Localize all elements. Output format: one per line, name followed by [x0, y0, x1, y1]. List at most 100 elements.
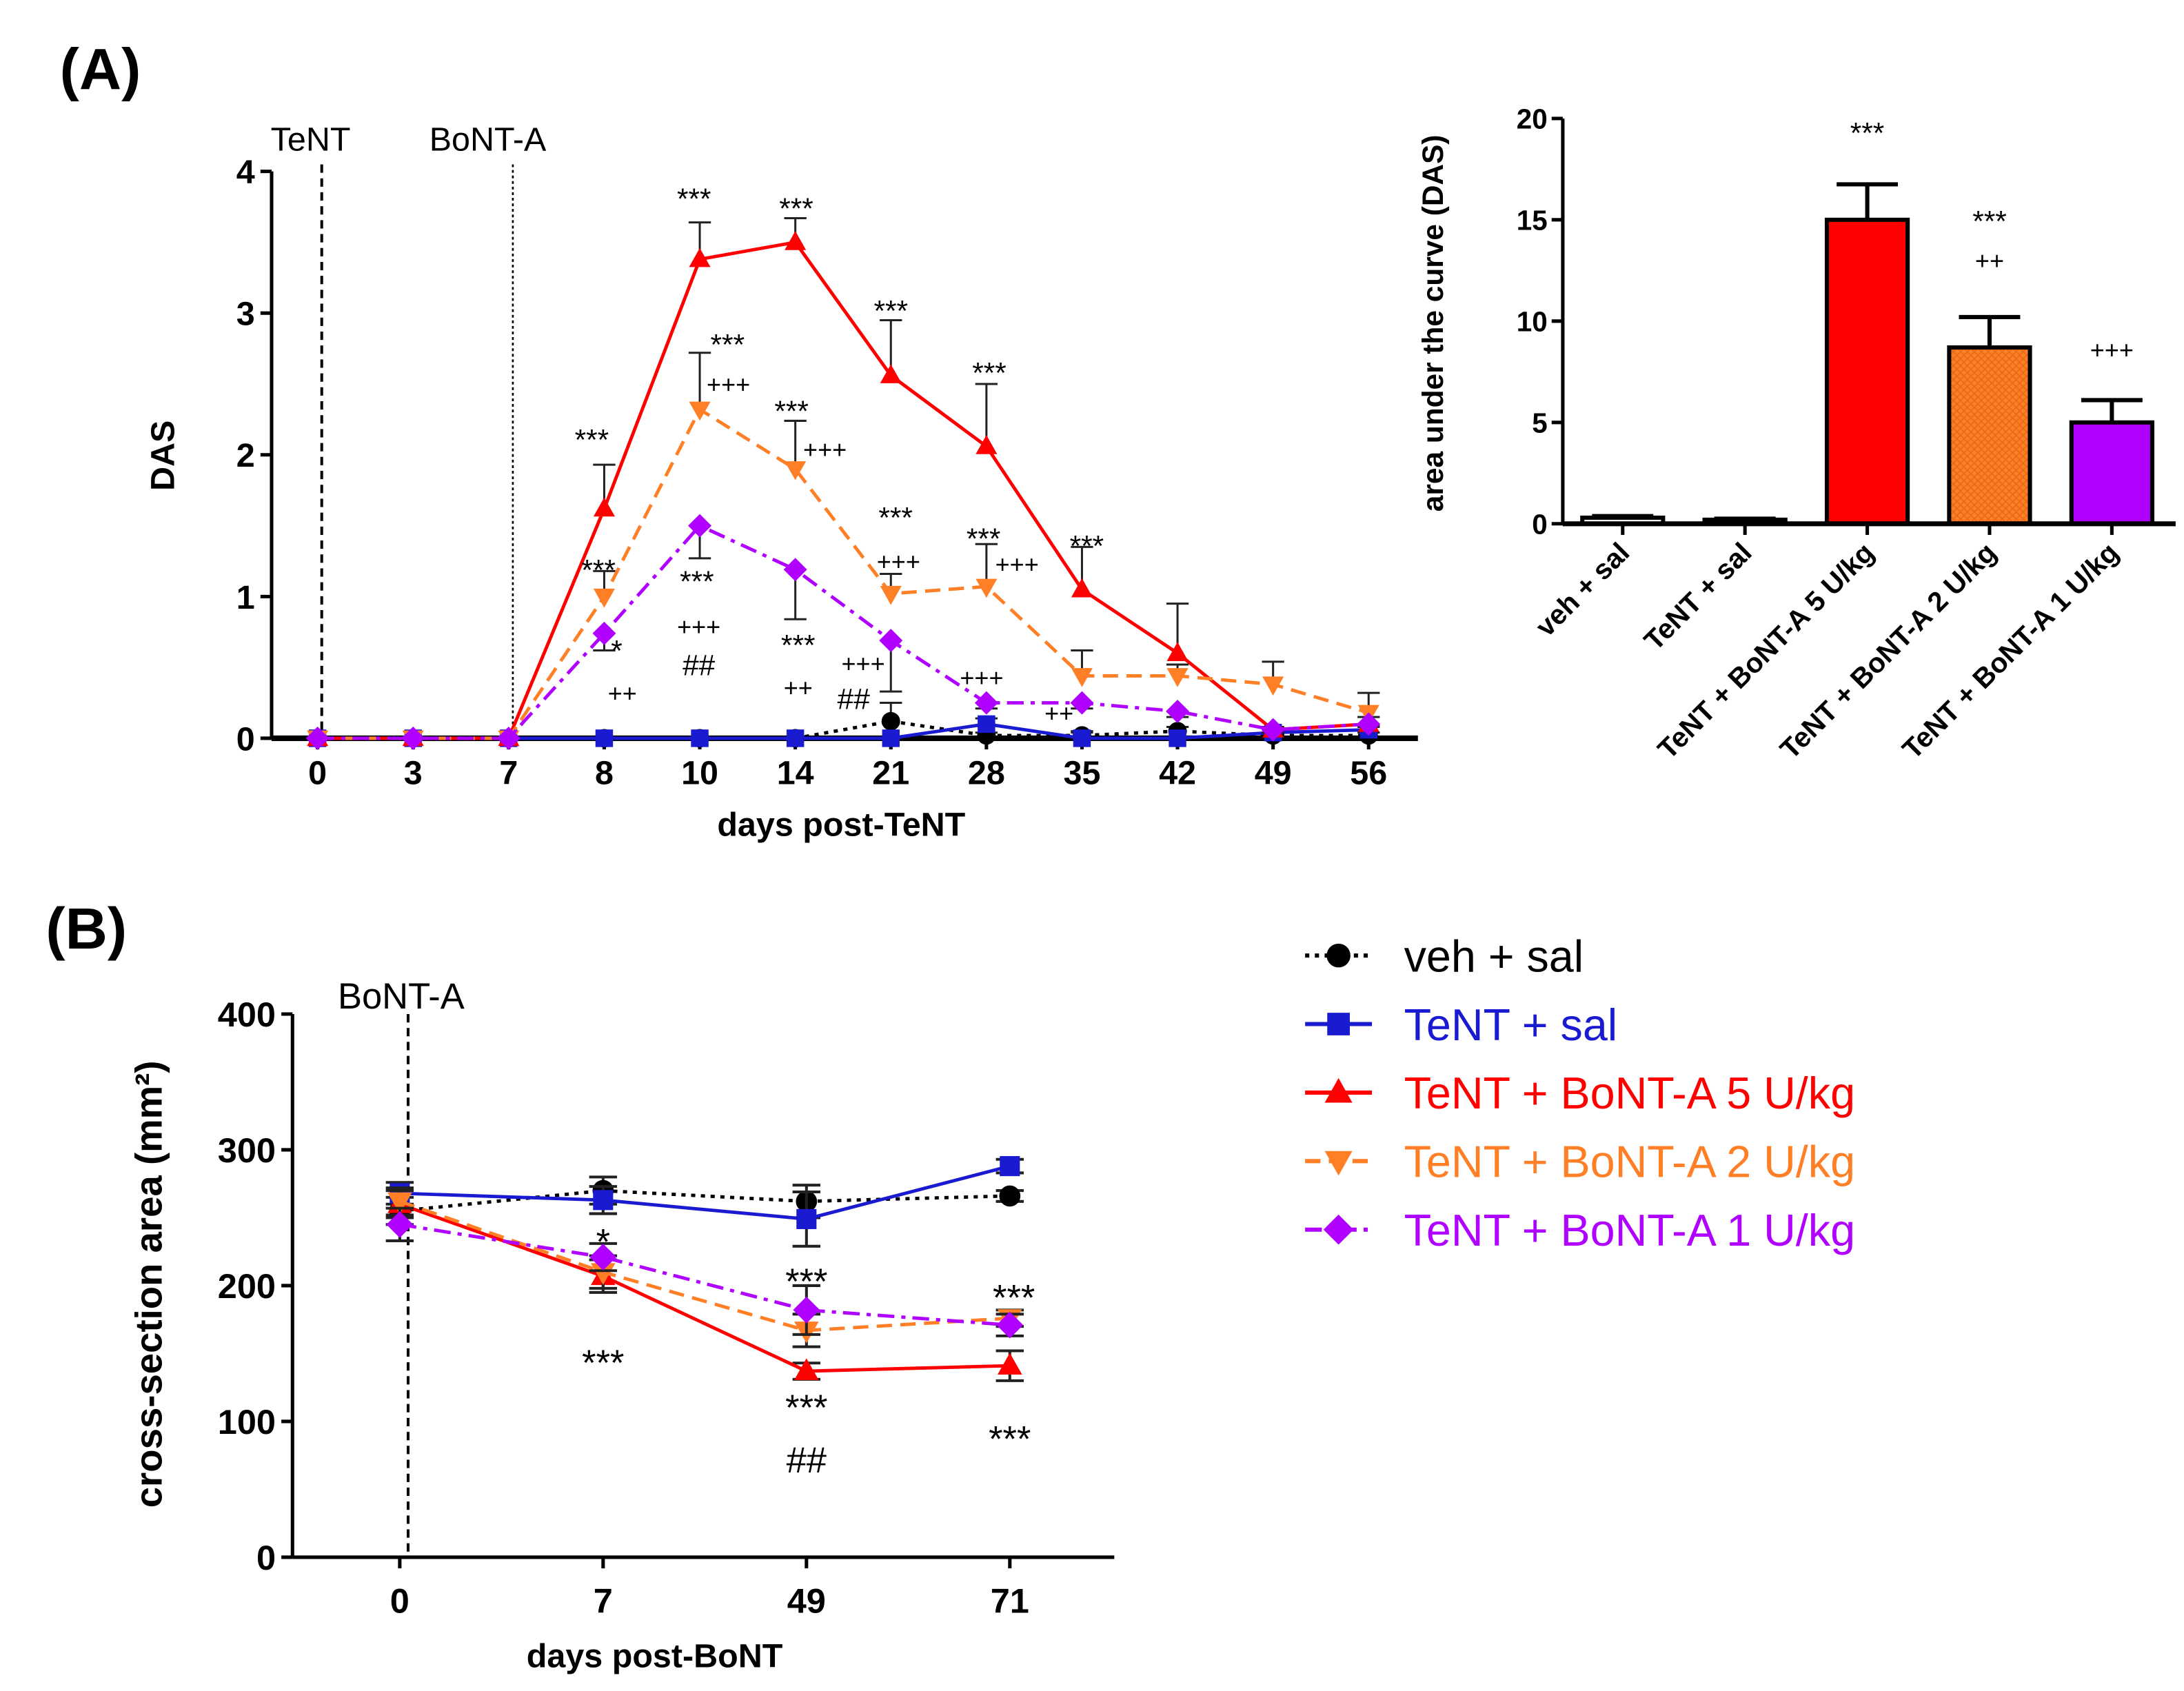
data-point	[593, 1190, 614, 1211]
significance-marker: +++	[841, 649, 884, 678]
y-tick-label: 10	[1517, 305, 1548, 337]
significance-marker: ***	[785, 1388, 827, 1428]
data-point	[1000, 1156, 1020, 1177]
y-axis-title: cross-section area (mm²)	[128, 1061, 170, 1508]
series-line	[317, 523, 1369, 740]
y-tick-label: 0	[1532, 508, 1547, 540]
data-point	[880, 364, 902, 383]
data-point	[691, 729, 709, 747]
data-point	[305, 726, 330, 750]
significance-marker: ***	[785, 1262, 827, 1302]
data-point	[591, 1263, 616, 1285]
significance-marker: +++	[2090, 336, 2134, 364]
x-tick-label: 7	[499, 755, 518, 792]
significance-marker: ***	[781, 629, 816, 661]
data-point	[688, 514, 712, 538]
data-point	[796, 1208, 817, 1229]
significance-marker: ++	[608, 679, 637, 707]
significance-marker: +++	[995, 550, 1039, 578]
x-tick-label: 3	[404, 755, 423, 792]
y-axis-title: area under the curve (DAS)	[1417, 134, 1449, 512]
das-time-course-chart: DAS days post-TeNT TeNT BoNT-A 0 1 2 3 4 0 3 7 8 10…	[145, 121, 1418, 843]
legend-label: TeNT + BoNT-A 1 U/kg	[1404, 1205, 1855, 1255]
panel-a-label: (A)	[60, 36, 141, 101]
x-tick-label: 10	[681, 755, 718, 792]
legend: veh + sal TeNT + sal TeNT + BoNT-A 5 U/kg T…	[1305, 931, 1855, 1255]
significance-marker: ***	[774, 395, 809, 427]
bar	[1824, 217, 1910, 526]
significance-marker: ***	[1972, 205, 2007, 237]
data-point	[595, 729, 614, 747]
legend-label: TeNT + sal	[1404, 1000, 1618, 1050]
x-axis-title: days post-TeNT	[717, 806, 965, 843]
significance-marker: *	[611, 635, 623, 667]
significance-marker: ***	[993, 1277, 1035, 1318]
data-point	[589, 1244, 617, 1270]
data-point	[882, 729, 900, 747]
cross-section-area-chart: cross-section area (mm²) days post-BoNT …	[128, 976, 1115, 1675]
significance-marker: +++	[707, 370, 750, 398]
data-point	[785, 461, 807, 480]
x-tick-label: 35	[1063, 755, 1100, 792]
legend-marker	[1324, 1151, 1353, 1176]
bar	[1947, 345, 2032, 526]
data-point	[593, 588, 616, 608]
significance-marker: ***	[575, 423, 609, 456]
x-axis-title: days post-BoNT	[527, 1638, 783, 1675]
x-tick-label: 21	[872, 755, 909, 792]
x-tick-label: 14	[777, 755, 814, 792]
data-point	[689, 247, 711, 267]
legend-item: TeNT + sal	[1305, 1000, 1617, 1050]
data-point	[998, 1353, 1022, 1375]
significance-marker: +++	[677, 613, 720, 641]
y-tick-label: 0	[236, 720, 255, 758]
significance-marker: ***	[677, 183, 711, 215]
x-tick-label: 49	[1255, 755, 1292, 792]
significance-marker: ***	[1850, 117, 1885, 149]
significance-marker: ***	[873, 294, 908, 327]
x-tick-label: 8	[595, 755, 614, 792]
x-tick-label: 49	[787, 1581, 826, 1621]
legend-label: TeNT + BoNT-A 2 U/kg	[1404, 1137, 1855, 1187]
legend-item: veh + sal	[1305, 931, 1584, 981]
data-point	[1357, 712, 1381, 736]
data-point	[1070, 691, 1094, 715]
y-tick-label: 15	[1517, 204, 1548, 236]
data-point	[880, 585, 902, 605]
significance-marker: ***	[1070, 530, 1104, 563]
x-tick-label: 0	[390, 1581, 410, 1621]
data-point	[1073, 729, 1091, 747]
data-point	[785, 231, 807, 250]
data-point	[689, 401, 711, 421]
significance-marker: ***	[779, 192, 813, 225]
data-point	[1071, 578, 1093, 598]
legend-marker	[1327, 1013, 1350, 1035]
data-point	[975, 578, 998, 598]
data-point	[1169, 729, 1186, 747]
series-line	[399, 1202, 1010, 1373]
y-tick-label: 300	[218, 1131, 276, 1170]
y-tick-label: 0	[256, 1538, 276, 1577]
data-point	[783, 558, 807, 582]
y-tick-label: 4	[236, 154, 255, 191]
y-tick-label: 400	[218, 995, 276, 1034]
series-line	[399, 1199, 1010, 1333]
data-point	[1166, 699, 1190, 723]
significance-marker: ***	[967, 523, 1001, 555]
data-point	[974, 691, 998, 715]
series-line	[399, 1188, 1010, 1213]
series-line	[317, 719, 1369, 740]
significance-marker: ++	[1044, 699, 1073, 727]
data-point	[401, 726, 425, 750]
data-point	[978, 715, 995, 733]
significance-marker: ***	[710, 329, 745, 361]
x-tick-label: 42	[1159, 755, 1196, 792]
y-tick-label: 100	[218, 1402, 276, 1441]
significance-marker: +++	[877, 547, 920, 576]
significance-marker: ***	[582, 1343, 624, 1384]
significance-marker: ++	[1975, 247, 2004, 275]
x-tick-label: 56	[1350, 755, 1387, 792]
significance-marker: ***	[581, 554, 616, 586]
